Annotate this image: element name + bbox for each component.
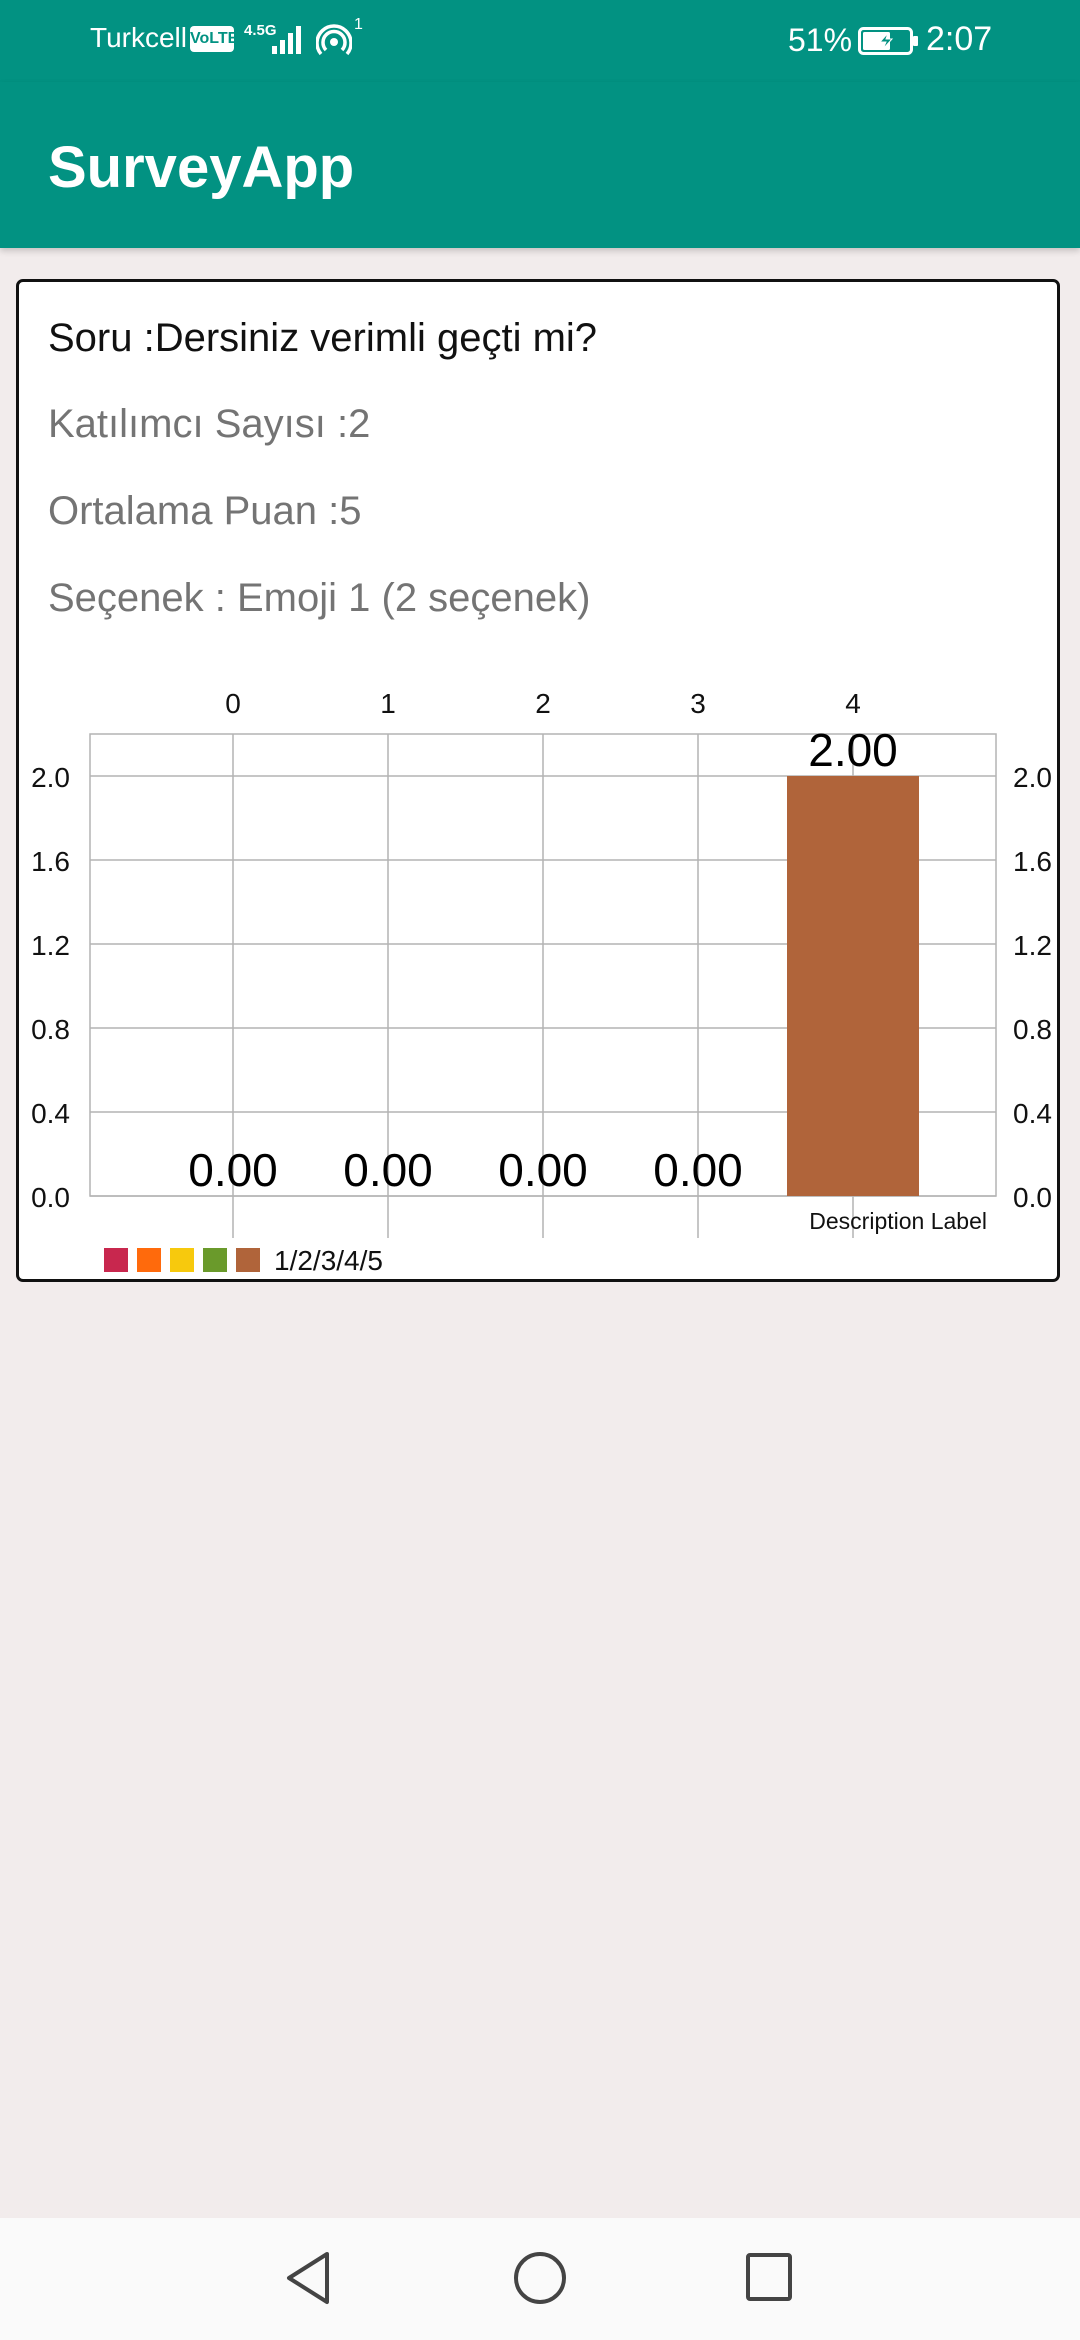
back-triangle-icon[interactable] bbox=[283, 2249, 333, 2307]
network-type: 4.5G bbox=[244, 22, 277, 39]
legend-swatch bbox=[236, 1248, 260, 1272]
participant-count: Katılımcı Sayısı :2 bbox=[48, 402, 371, 446]
survey-result-card[interactable]: Soru :Dersiniz verimli geçti mi? Katılım… bbox=[16, 279, 1060, 1282]
x-tick-label: 4 bbox=[845, 688, 861, 719]
bar-value-label: 2.00 bbox=[808, 724, 898, 776]
hotspot-icon bbox=[316, 24, 352, 56]
y-tick-label-right: 1.2 bbox=[1013, 930, 1052, 961]
bar bbox=[787, 776, 919, 1196]
clock: 2:07 bbox=[926, 20, 993, 58]
y-tick-label-left: 1.6 bbox=[31, 846, 70, 877]
legend-swatch bbox=[170, 1248, 194, 1272]
status-bar: Turkcell VoLTE 4.5G 1 51% 2:07 bbox=[0, 0, 1080, 82]
y-tick-label-left: 0.4 bbox=[31, 1098, 70, 1129]
home-circle-icon[interactable] bbox=[511, 2249, 569, 2307]
x-tick-label: 1 bbox=[380, 688, 396, 719]
x-tick-label: 3 bbox=[690, 688, 706, 719]
y-tick-label-right: 2.0 bbox=[1013, 762, 1052, 793]
navigation-bar bbox=[0, 2218, 1080, 2340]
app-bar: SurveyApp bbox=[0, 82, 1080, 248]
results-bar-chart[interactable]: 0.0 0.00.4 0.40.8 0.81.2 1.21.6 1.62.0 2.00 1 2 3… bbox=[19, 282, 1057, 1279]
average-score: Ortalama Puan :5 bbox=[48, 489, 362, 533]
bar-value-label: 0.00 bbox=[498, 1144, 588, 1196]
bar-value-label: 0.00 bbox=[653, 1144, 743, 1196]
y-tick-label-right: 0.4 bbox=[1013, 1098, 1052, 1129]
y-tick-label-right: 1.6 bbox=[1013, 846, 1052, 877]
legend-label: 1/2/3/4/5 bbox=[274, 1245, 383, 1276]
y-tick-label-left: 0.8 bbox=[31, 1014, 70, 1045]
volte-badge: VoLTE bbox=[190, 26, 238, 52]
legend-swatch bbox=[203, 1248, 227, 1272]
description-label: Description Label bbox=[809, 1208, 987, 1234]
x-tick-label: 0 bbox=[225, 688, 241, 719]
bar-value-label: 0.00 bbox=[343, 1144, 433, 1196]
y-tick-label-left: 2.0 bbox=[31, 762, 70, 793]
legend-swatch bbox=[137, 1248, 161, 1272]
option-type: Seçenek : Emoji 1 (2 seçenek) bbox=[48, 576, 591, 620]
y-tick-label-right: 0.8 bbox=[1013, 1014, 1052, 1045]
app-title: SurveyApp bbox=[48, 135, 355, 200]
y-tick-label-right: 0.0 bbox=[1013, 1182, 1052, 1213]
recents-square-icon[interactable] bbox=[744, 2249, 794, 2307]
carrier-name: Turkcell bbox=[90, 22, 187, 53]
question-text: Soru :Dersiniz verimli geçti mi? bbox=[48, 316, 598, 360]
x-tick-label: 2 bbox=[535, 688, 551, 719]
hotspot-count: 1 bbox=[354, 16, 363, 33]
y-tick-label-left: 0.0 bbox=[31, 1182, 70, 1213]
bar-value-label: 0.00 bbox=[188, 1144, 278, 1196]
legend-swatch bbox=[104, 1248, 128, 1272]
signal-icon bbox=[272, 26, 301, 54]
battery-percent: 51% bbox=[788, 22, 853, 58]
y-tick-label-left: 1.2 bbox=[31, 930, 70, 961]
battery-charging-icon bbox=[858, 27, 918, 55]
